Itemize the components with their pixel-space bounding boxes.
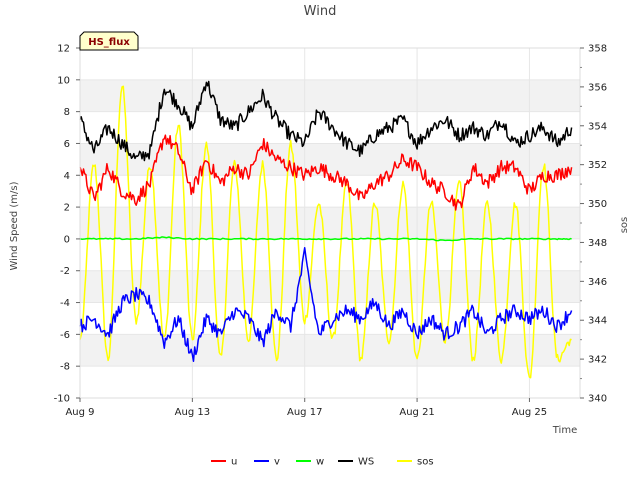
y-right-tick-label-8: 356	[588, 82, 607, 93]
y-tick-label-7: 4	[64, 171, 70, 182]
chart-title: Wind	[304, 4, 337, 19]
y-tick-label-9: 8	[64, 107, 70, 118]
y-tick-label-11: 12	[57, 44, 70, 55]
axes: -10 -8 -6 -4 -2 0 2 4 6 8 10 12 340 342 344 346 348 350 35…	[54, 44, 607, 419]
series-line-sos	[79, 85, 572, 379]
series-lines	[79, 80, 573, 379]
y-tick-label-2: -6	[60, 330, 70, 341]
legend: u v w WS sos	[211, 457, 434, 468]
band-2	[80, 207, 580, 239]
legend-label-u: u	[231, 457, 237, 468]
legend-label-v: v	[274, 457, 280, 468]
x-tick-label-0: Aug 9	[65, 407, 94, 418]
y-right-tick-label-0: 340	[588, 394, 607, 405]
y-right-tick-label-4: 348	[588, 238, 607, 249]
band-1	[80, 270, 580, 303]
band-4	[80, 79, 580, 112]
x-tick-label-2: Aug 17	[287, 407, 322, 418]
x-tick-label-4: Aug 25	[512, 407, 547, 418]
y-tick-label-8: 6	[64, 139, 70, 150]
y-right-tick-label-2: 344	[588, 316, 607, 327]
hs-flux-badge: HS_flux	[79, 31, 139, 51]
series-line-w	[79, 236, 572, 242]
x-tick-label-3: Aug 21	[399, 407, 434, 418]
y-right-tick-label-3: 346	[588, 277, 607, 288]
y-right-tick-label-9: 358	[588, 44, 607, 55]
badge-box	[79, 31, 139, 51]
series-line-ws	[79, 80, 573, 162]
x-axis-title: Time	[552, 425, 577, 436]
y-tick-label-6: 2	[64, 203, 70, 214]
x-tick-label-1: Aug 13	[175, 407, 210, 418]
y-tick-label-1: -8	[60, 362, 70, 373]
legend-label-sos: sos	[417, 457, 434, 468]
series-line-u	[79, 134, 573, 211]
badge-label: HS_flux	[88, 37, 130, 48]
y-right-tick-label-6: 352	[588, 160, 607, 171]
legend-label-ws: WS	[358, 457, 374, 468]
y-right-tick-label-1: 342	[588, 355, 607, 366]
y-right-tick-label-7: 354	[588, 121, 607, 132]
series-line-v	[79, 246, 573, 362]
y-tick-label-3: -4	[60, 298, 70, 309]
y-right-tick-label-5: 350	[588, 199, 607, 210]
y-tick-label-5: 0	[64, 234, 70, 245]
y-axis-title: Wind Speed (m/s)	[9, 181, 20, 270]
y-right-axis-title: sos	[619, 217, 630, 234]
y-tick-label-0: -10	[54, 394, 70, 405]
background-bands	[80, 79, 580, 367]
y-tick-label-10: 10	[57, 75, 70, 86]
y-tick-label-4: -2	[60, 266, 70, 277]
legend-label-w: w	[316, 457, 324, 468]
